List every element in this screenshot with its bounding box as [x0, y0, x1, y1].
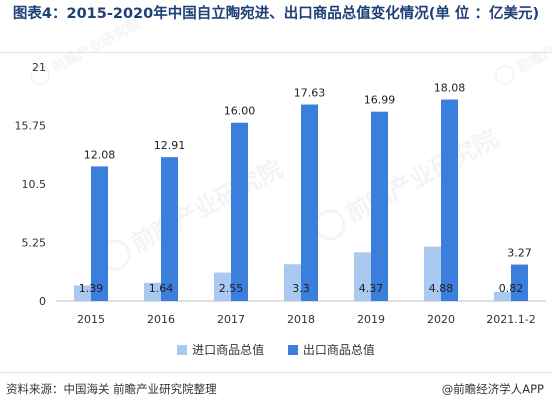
data-label-export: 17.63 [294, 87, 326, 100]
y-tick-label: 0 [39, 295, 46, 308]
watermark-text: 前瞻产业研究院 [49, 15, 144, 76]
bar-import [354, 252, 371, 301]
data-label-import: 3.3 [292, 282, 310, 295]
source-note: 资料来源：中国海关 前瞻产业研究院整理 [6, 382, 217, 396]
data-label-export: 12.08 [84, 148, 116, 161]
data-label-import: 2.55 [219, 282, 244, 295]
bar-export [161, 157, 178, 301]
y-tick-label: 15.75 [15, 120, 47, 133]
legend-item-import: 进口商品总值 [177, 341, 264, 358]
bar-export [511, 264, 528, 301]
data-label-import: 1.64 [149, 282, 174, 295]
qianzhan-logo-icon [495, 65, 515, 85]
watermark-text: 前瞻产业研究院 [341, 124, 502, 228]
data-label-export: 18.08 [434, 82, 466, 95]
bar-import [144, 282, 161, 301]
watermark-text: 前瞻产业研究院 [514, 15, 552, 76]
x-tick-label: 2018 [287, 313, 315, 326]
brand-credit: @前瞻经济学人APP [441, 382, 544, 396]
bar-import [494, 291, 511, 301]
legend-label-import: 进口商品总值 [192, 343, 265, 357]
bar-export [231, 122, 248, 301]
data-label-export: 3.27 [507, 247, 532, 260]
data-label-export: 16.00 [224, 105, 256, 118]
legend-label-export: 出口商品总值 [302, 343, 375, 357]
y-tick-label: 5.25 [22, 237, 47, 250]
y-axis-ticks: 0 5.25 10.5 15.75 21 [15, 61, 47, 308]
bar-export [441, 99, 458, 301]
bar-export [301, 104, 318, 302]
x-tick-label: 2017 [217, 313, 245, 326]
legend-item-export: 出口商品总值 [287, 341, 375, 358]
qianzhan-logo-icon [30, 65, 50, 85]
x-tick-label: 2021.1-2 [486, 313, 535, 326]
watermark-text: 前瞻产业研究院 [126, 154, 287, 258]
title-divider [0, 52, 552, 53]
x-tick-label: 2015 [77, 313, 105, 326]
data-label-import: 1.39 [79, 282, 104, 295]
bar-export [371, 111, 388, 301]
bar-labels: 1.39 1.64 2.55 3.3 4.37 4.88 0.82 12.08 12.91 16.… [79, 82, 532, 295]
bars [74, 99, 528, 302]
bar-import [214, 272, 231, 301]
data-label-import: 4.37 [359, 282, 384, 295]
x-tick-label: 2016 [147, 313, 175, 326]
bar-import [74, 285, 91, 301]
x-tick-label: 2020 [427, 313, 455, 326]
bar-import [424, 246, 441, 301]
legend-swatch-import [177, 344, 188, 355]
bar-export [91, 166, 108, 301]
legend: 进口商品总值 出口商品总值 [0, 341, 552, 358]
footer-divider [0, 372, 552, 373]
y-tick-label: 10.5 [22, 178, 47, 191]
chart-title: 图表4：2015-2020年中国自立陶宛进、出口商品总值变化情况(单 位 ：亿美… [12, 6, 540, 22]
x-axis-ticks: 2015 2016 2017 2018 2019 2020 2021.1-2 [77, 313, 536, 326]
bar-import [284, 264, 301, 301]
y-tick-label: 21 [32, 61, 46, 74]
x-tick-label: 2019 [357, 313, 385, 326]
data-label-import: 4.88 [429, 282, 454, 295]
data-label-import: 0.82 [499, 282, 524, 295]
data-label-export: 12.91 [154, 139, 186, 152]
legend-swatch-export [287, 344, 298, 355]
data-label-export: 16.99 [364, 94, 396, 107]
